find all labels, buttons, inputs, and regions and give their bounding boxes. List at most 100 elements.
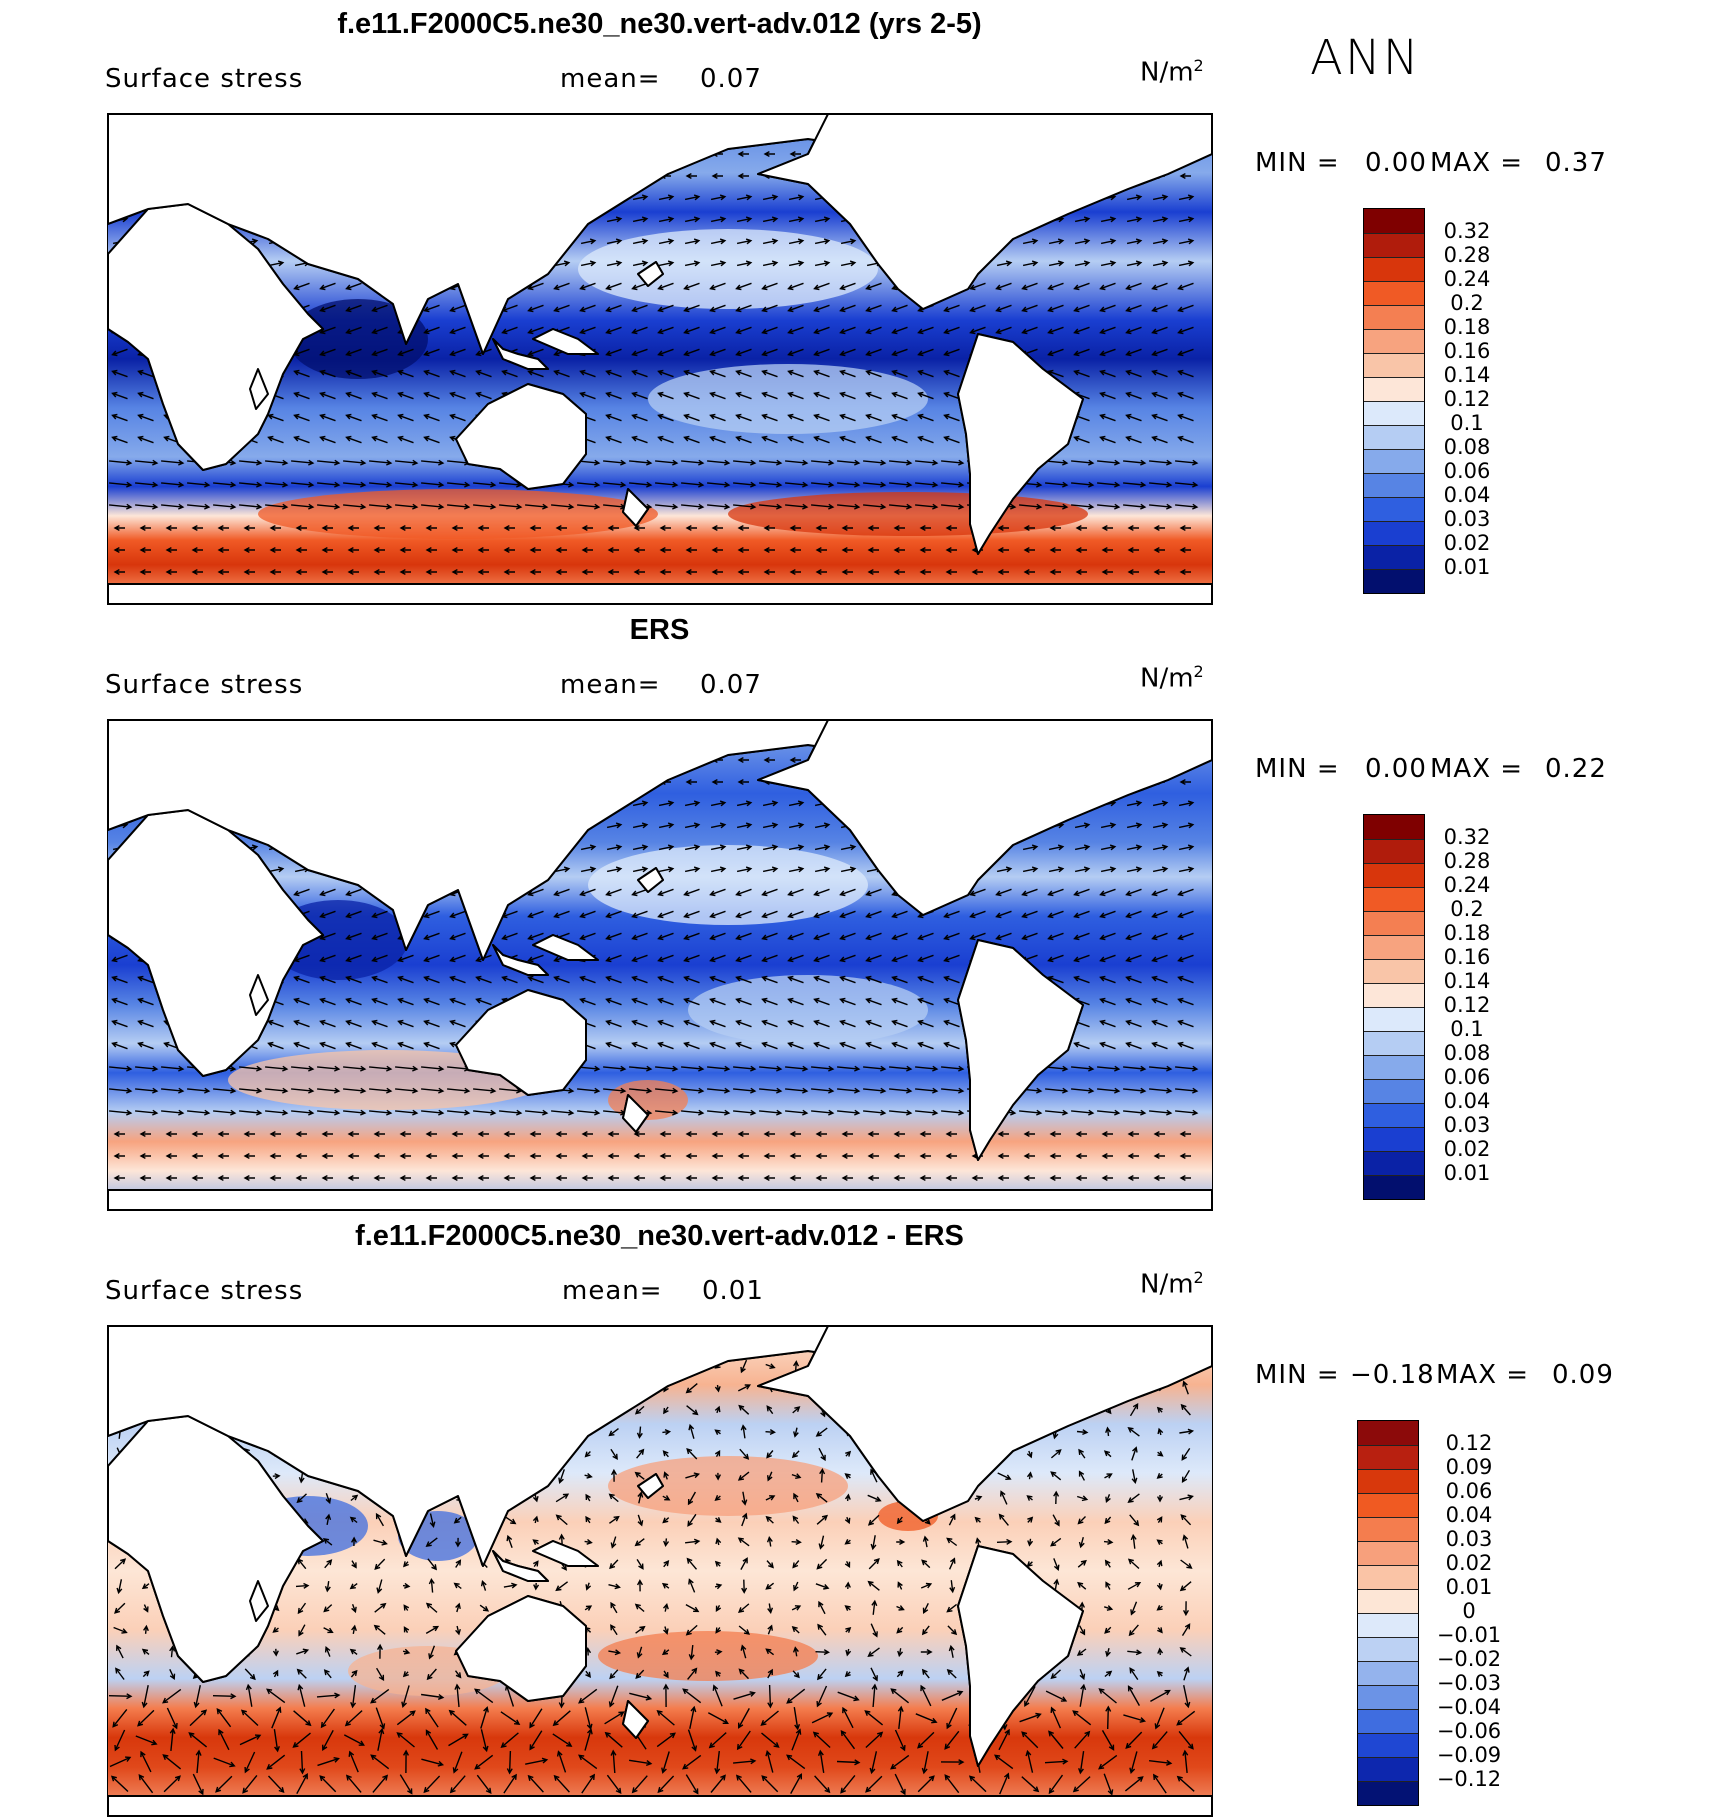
mean-label: mean= [560,670,661,700]
colorbar-cell [1364,911,1424,935]
colorbar-cell [1358,1421,1418,1445]
colorbar-tick-label: 0.02 [1443,1137,1491,1161]
colorbar-tick-label: 0.04 [1445,1503,1493,1527]
colorbar-tick-label: 0.18 [1443,315,1491,339]
units-label: N/m2 [1140,662,1204,694]
colorbar-cell [1358,1541,1418,1565]
colorbar-cell [1364,1151,1424,1175]
colorbar-tick-label: 0.06 [1443,1065,1491,1089]
max-value: 0.22 [1545,754,1607,784]
colorbar-cell [1358,1709,1418,1733]
colorbar-cell [1364,329,1424,353]
colorbar-cell [1358,1733,1418,1757]
max-label: MAX = [1436,1360,1530,1390]
colorbar-cell [1358,1613,1418,1637]
colorbar-tick-label: 0.28 [1443,849,1491,873]
colorbar-cell [1364,425,1424,449]
colorbar-tick-label: 0.01 [1443,1161,1491,1185]
panel-title: ERS [629,614,690,646]
colorbar-cell [1364,839,1424,863]
colorbar-cell [1364,209,1424,233]
colorbar [1363,814,1425,1200]
colorbar-cell [1364,377,1424,401]
colorbar-cell [1364,569,1424,593]
max-label: MAX = [1430,754,1524,784]
colorbar-tick-label: −0.02 [1436,1647,1502,1671]
panel-title: f.e11.F2000C5.ne30_ne30.vert-adv.012 (yr… [337,8,982,40]
variable-label: Surface stress [105,670,304,700]
colorbar-tick-label: 0.12 [1445,1431,1493,1455]
panel-title: f.e11.F2000C5.ne30_ne30.vert-adv.012 - E… [355,1220,964,1252]
colorbar-cell [1364,1007,1424,1031]
mean-label: mean= [562,1276,663,1306]
colorbar-cell [1364,1175,1424,1199]
colorbar-cell [1364,935,1424,959]
colorbar-cell [1358,1685,1418,1709]
colorbar-tick-label: 0.03 [1445,1527,1493,1551]
colorbar-tick-label: 0.24 [1443,267,1491,291]
colorbar-tick-label: 0.04 [1443,1089,1491,1113]
colorbar-tick-label: 0.12 [1443,387,1491,411]
colorbar-tick-label: 0.18 [1443,921,1491,945]
surface-stress-map [108,1326,1212,1816]
colorbar-tick-label: 0.14 [1443,363,1491,387]
colorbar-tick-label: 0.14 [1443,969,1491,993]
colorbar-tick-label: 0.1 [1450,411,1484,435]
mean-value: 0.07 [700,670,762,700]
colorbar-tick-label: 0.32 [1443,219,1491,243]
variable-label: Surface stress [105,1276,304,1306]
colorbar-cell [1364,281,1424,305]
units-label: N/m2 [1140,1268,1204,1300]
colorbar-cell [1358,1757,1418,1781]
colorbar-cell [1364,815,1424,839]
colorbar-tick-label: 0.01 [1445,1575,1493,1599]
colorbar-tick-label: 0.04 [1443,483,1491,507]
colorbar-tick-label: 0.08 [1443,1041,1491,1065]
colorbar-cell [1364,449,1424,473]
min-label: MIN = [1255,754,1340,784]
map-frame [107,719,1213,1211]
colorbar-tick-label: 0.12 [1443,993,1491,1017]
units-label: N/m2 [1140,56,1204,88]
colorbar-cell [1358,1469,1418,1493]
colorbar-tick-label: 0.1 [1450,1017,1484,1041]
colorbar-tick-label: 0.09 [1445,1455,1493,1479]
colorbar-tick-label: 0.08 [1443,435,1491,459]
colorbar-tick-label: −0.03 [1436,1671,1502,1695]
colorbar-tick-label: 0.06 [1445,1479,1493,1503]
colorbar-tick-label: 0.28 [1443,243,1491,267]
mean-value: 0.07 [700,64,762,94]
colorbar-cell [1364,983,1424,1007]
mean-value: 0.01 [702,1276,764,1306]
mean-label: mean= [560,64,661,94]
colorbar-tick-label: 0.03 [1443,507,1491,531]
colorbar-cell [1358,1517,1418,1541]
colorbar-tick-label: −0.06 [1436,1719,1502,1743]
colorbar-cell [1358,1781,1418,1805]
colorbar-cell [1364,497,1424,521]
colorbar-cell [1364,1031,1424,1055]
colorbar-tick-label: 0.2 [1450,291,1484,315]
surface-stress-map [108,114,1212,604]
colorbar-cell [1364,473,1424,497]
surface-stress-map [108,720,1212,1210]
colorbar-cell [1364,1055,1424,1079]
colorbar-cell [1364,1103,1424,1127]
colorbar-cell [1364,305,1424,329]
map-frame [107,1325,1213,1817]
colorbar-cell [1358,1565,1418,1589]
colorbar-cell [1364,1127,1424,1151]
colorbar-cell [1358,1445,1418,1469]
min-label: MIN = [1255,148,1340,178]
colorbar-cell [1364,863,1424,887]
colorbar-tick-label: 0.32 [1443,825,1491,849]
colorbar-cell [1364,545,1424,569]
colorbar-tick-label: 0.02 [1443,531,1491,555]
colorbar-cell [1364,1079,1424,1103]
min-value: −0.18 [1350,1360,1435,1390]
colorbar-tick-label: 0.2 [1450,897,1484,921]
variable-label: Surface stress [105,64,304,94]
season-label: ANN [1310,30,1421,86]
colorbar-tick-label: 0 [1462,1599,1476,1623]
colorbar-tick-label: 0.06 [1443,459,1491,483]
